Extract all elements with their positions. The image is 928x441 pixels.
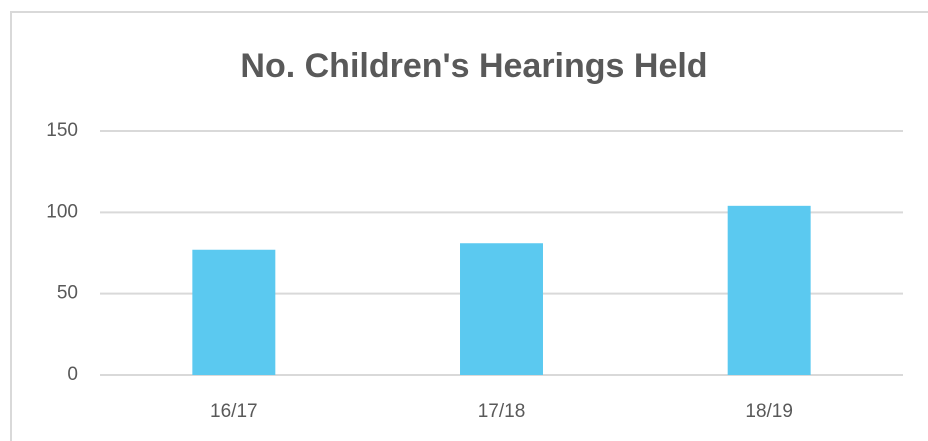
y-tick-label: 150	[46, 120, 78, 141]
bar	[460, 243, 543, 375]
x-tick-label: 17/18	[478, 401, 526, 422]
bar	[727, 205, 811, 375]
y-tick-label: 0	[67, 364, 78, 385]
y-tick-label: 50	[57, 283, 78, 304]
bar	[192, 249, 276, 375]
x-tick-label: 18/19	[745, 401, 793, 422]
chart-title: No. Children's Hearings Held	[240, 47, 707, 85]
x-tick-label: 16/17	[210, 401, 258, 422]
y-tick-label: 100	[46, 201, 78, 222]
